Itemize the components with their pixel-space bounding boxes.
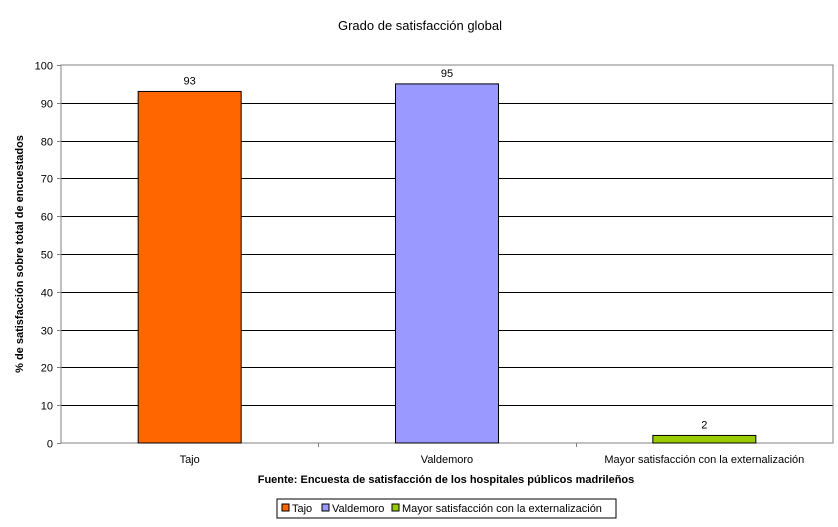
data-label: 93	[184, 75, 196, 87]
legend-label: Tajo	[292, 503, 312, 515]
data-label: 2	[701, 419, 707, 431]
x-tick-label: Valdemoro	[421, 454, 473, 466]
data-label: 95	[441, 68, 453, 80]
legend-swatch	[391, 503, 400, 512]
y-tick-label: 50	[41, 250, 53, 262]
y-tick-label: 80	[41, 137, 53, 149]
x-tick-label: Mayor satisfacción con la externalizació…	[604, 454, 804, 466]
legend-label: Valdemoro	[332, 503, 384, 515]
y-axis-ticks: 0 10 20 30 40 50 60 70 80 90 100	[35, 61, 61, 451]
y-tick-label: 30	[41, 326, 53, 338]
x-axis-label: Fuente: Encuesta de satisfacción de los …	[258, 474, 635, 486]
data-labels: 93 95 2	[184, 68, 708, 432]
bar-1	[395, 83, 499, 444]
y-tick-label: 90	[41, 99, 53, 111]
legend-swatch	[321, 503, 330, 512]
bars	[137, 83, 757, 444]
y-tick-label: 100	[35, 61, 53, 73]
legend-swatch	[281, 503, 290, 512]
y-tick-label: 0	[47, 439, 53, 451]
x-tick-label: Tajo	[180, 454, 200, 466]
bar-0	[137, 90, 242, 444]
bar-2	[652, 434, 757, 444]
y-tick-label: 60	[41, 212, 53, 224]
chart-title: Grado de satisfacción global	[338, 18, 502, 33]
legend-box	[276, 498, 617, 519]
y-axis-label: % de satisfacción sobre total de encuest…	[14, 135, 26, 373]
x-axis-ticks: Tajo Valdemoro Mayor satisfacción con la e…	[180, 443, 804, 466]
y-tick-label: 40	[41, 288, 53, 300]
y-tick-label: 20	[41, 363, 53, 375]
legend-label: Mayor satisfacción con la externalizació…	[402, 503, 602, 515]
y-tick-label: 70	[41, 174, 53, 186]
legend: Tajo Valdemoro Mayor satisfacción con la e…	[276, 498, 617, 519]
y-tick-label: 10	[41, 401, 53, 413]
